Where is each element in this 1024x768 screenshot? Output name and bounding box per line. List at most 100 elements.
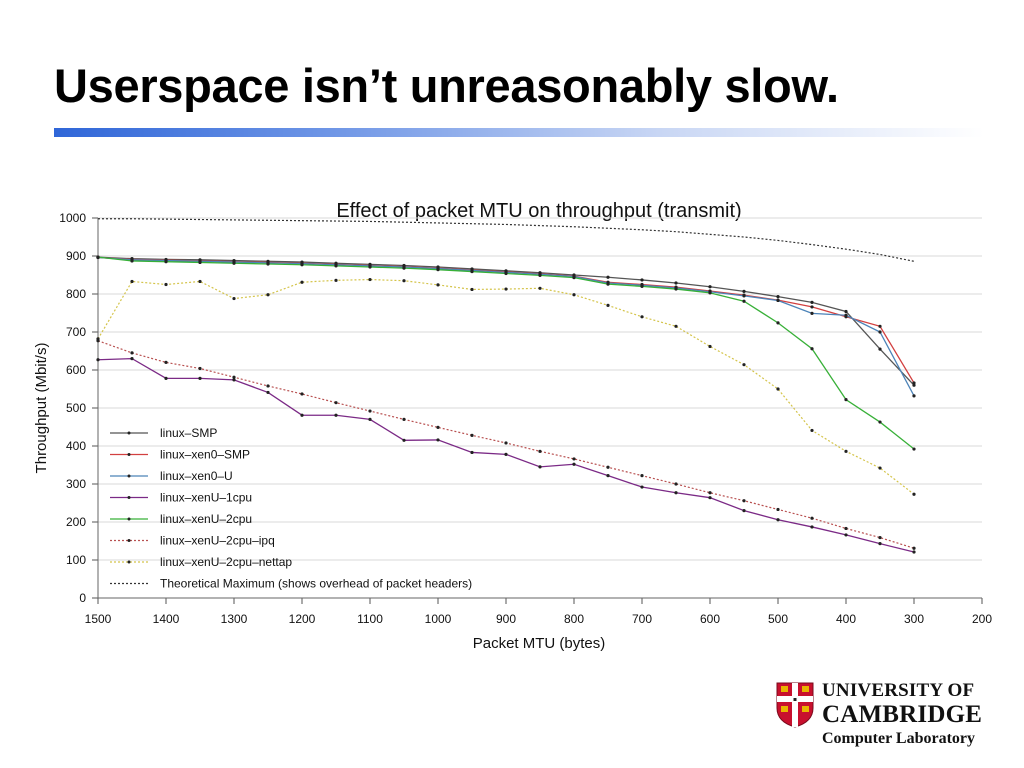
data-point [742,294,746,298]
series-line [97,256,915,384]
data-point [538,465,542,469]
data-point [708,344,712,349]
chart-axes [92,217,983,604]
data-point [810,516,814,520]
data-point [402,438,406,442]
data-point [844,398,848,402]
series-line [97,278,915,495]
data-point [742,363,746,367]
data-point [436,283,440,287]
data-point [572,462,576,466]
data-point [198,366,202,371]
legend-marker [127,517,131,521]
y-tick-label: 600 [66,363,86,377]
data-point [164,282,168,287]
data-point [538,273,542,277]
data-point [334,264,338,268]
data-point [198,279,202,284]
legend-marker [127,453,131,456]
chart-tick-labels: 0 100 200 300 400 500 600 700 800 900 1000 1500 1400… [59,211,992,626]
y-tick-label: 500 [66,401,86,415]
data-point [742,499,746,503]
data-point [912,492,916,496]
y-tick-label: 100 [66,553,86,567]
data-point [912,381,916,385]
data-point [232,375,236,379]
data-point [538,286,542,290]
x-tick-label: 300 [904,612,924,626]
data-point [878,420,882,424]
data-point [164,260,168,264]
data-point [572,276,576,280]
data-point [708,291,712,295]
x-tick-label: 1400 [153,612,180,626]
data-point [402,266,406,270]
data-point [538,449,542,453]
data-point [810,347,814,351]
data-point [674,287,678,291]
y-tick-label: 300 [66,477,86,491]
data-point [232,378,236,382]
data-point [96,337,100,341]
series-7 [98,218,915,262]
x-tick-label: 700 [632,612,652,626]
data-point [878,330,882,334]
chart-title: Effect of packet MTU on throughput (tran… [336,200,741,222]
data-point [436,268,440,272]
legend-marker [127,431,131,435]
y-tick-label: 800 [66,287,86,301]
data-point [708,491,712,495]
data-point [912,447,916,451]
data-point [776,518,780,522]
data-point [470,433,474,437]
x-tick-label: 1200 [289,612,316,626]
data-point [776,295,780,299]
x-tick-label: 400 [836,612,856,626]
data-point [436,425,440,429]
data-point [368,277,372,282]
legend-entry: linux–xen0–SMP [160,448,250,462]
x-tick-label: 1000 [425,612,452,626]
x-tick-label: 1300 [221,612,248,626]
legend-entry: Theoretical Maximum (shows overhead of p… [160,577,472,591]
y-tick-label: 200 [66,515,86,529]
data-point [96,255,100,259]
data-point [504,287,508,291]
data-point [606,465,610,469]
data-point [198,376,202,380]
x-tick-label: 1500 [85,612,112,626]
data-point [640,284,644,288]
data-point [912,550,916,554]
data-point [504,441,508,445]
data-point [640,485,644,489]
legend-entry: linux–SMP [160,426,217,440]
x-tick-label: 200 [972,612,992,626]
legend-entry: linux–xenU–2cpu [160,512,252,526]
data-point [96,358,100,362]
series-line [97,256,915,450]
data-point [674,491,678,495]
data-point [640,474,644,478]
chart-series [96,218,916,554]
throughput-chart: Effect of packet MTU on throughput (tran… [33,200,992,652]
legend-marker [127,496,131,499]
data-point [606,474,610,478]
data-point [232,296,236,301]
data-point [130,259,134,263]
legend-marker [127,539,131,542]
data-point [912,394,916,398]
data-point [912,546,916,550]
y-axis-label: Throughput (Mbit/s) [33,343,50,474]
data-point [810,428,814,433]
data-point [776,298,780,303]
x-axis-label: Packet MTU (bytes) [473,635,606,652]
data-point [368,409,372,413]
series-0 [96,255,916,387]
slide-title: Userspace isn’t unreasonably slow. [54,59,839,112]
data-point [164,360,168,364]
data-point [742,299,746,303]
data-point [266,293,270,297]
data-point [878,324,882,328]
data-point [266,262,270,266]
series-line [98,218,915,262]
